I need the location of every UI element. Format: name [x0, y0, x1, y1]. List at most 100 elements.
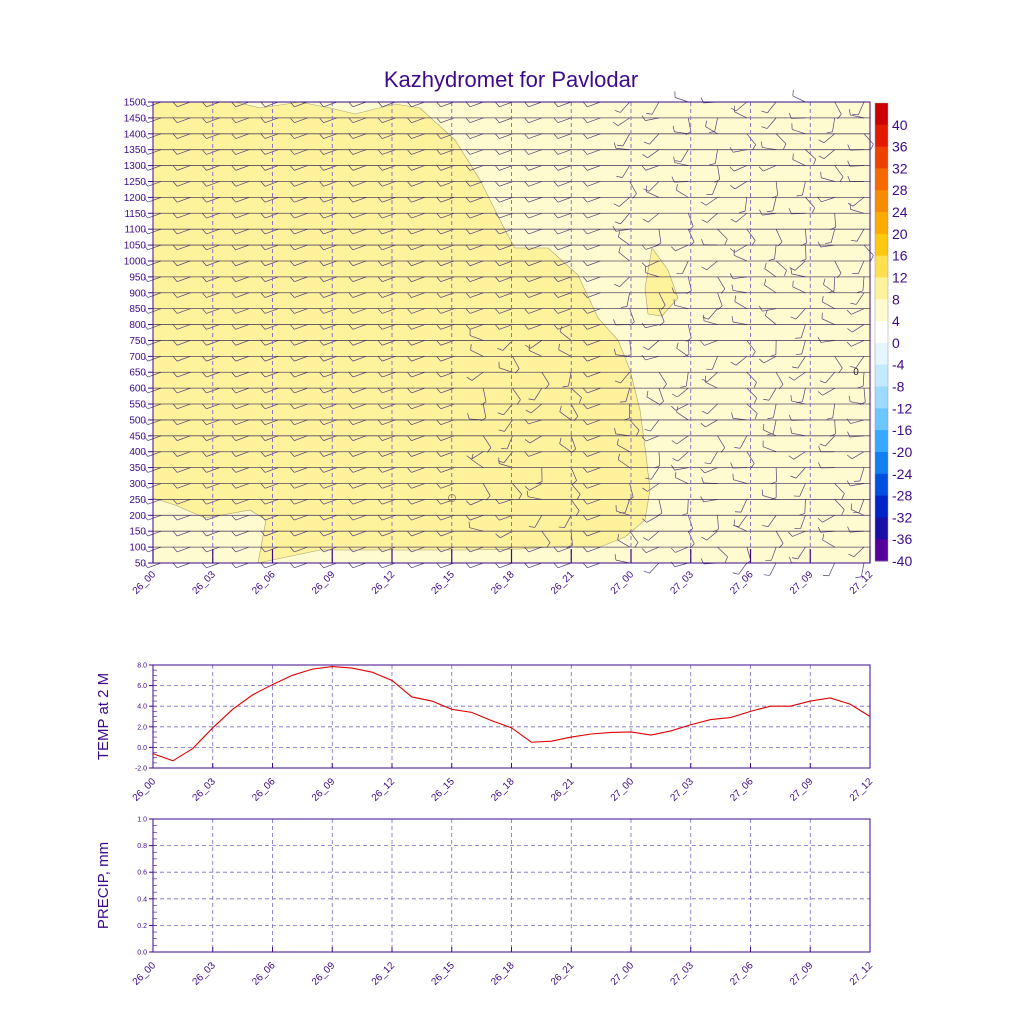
colorbar-label: -16	[892, 422, 912, 438]
wind-barb-flag	[733, 573, 739, 575]
y-tick-label: 800	[129, 320, 146, 331]
colorbar-swatch	[875, 474, 888, 496]
y-tick-label: 4.0	[137, 704, 147, 711]
y-tick-label: 650	[129, 368, 146, 379]
y-tick-label: 1500	[124, 98, 147, 109]
colorbar-label: 28	[892, 182, 908, 198]
wind-barb	[675, 563, 688, 567]
colorbar-swatch	[875, 430, 888, 452]
y-tick-label: 1150	[124, 209, 146, 220]
colorbar-label: -32	[892, 509, 912, 525]
colorbar-swatch	[875, 496, 888, 518]
chart-title: Kazhydromet for Pavlodar	[384, 67, 638, 92]
y-tick-label: 1450	[124, 113, 147, 124]
wind-barb	[793, 96, 806, 102]
colorbar-swatch	[875, 387, 888, 409]
x-tick-label: 26_18	[489, 776, 517, 804]
y-tick-label: 900	[129, 288, 146, 299]
x-tick-label: 27_12	[848, 776, 876, 804]
y-tick-label: 300	[129, 479, 146, 490]
x-tick-label: 27_06	[728, 569, 756, 597]
x-tick-label: 26_00	[131, 569, 159, 597]
x-tick-label: 26_06	[250, 776, 278, 804]
colorbar-label: 24	[892, 204, 908, 220]
y-tick-label: 850	[129, 304, 146, 315]
colorbar-label: -28	[892, 488, 912, 504]
y-tick-label: 50	[135, 559, 147, 570]
colorbar-swatch	[875, 277, 888, 299]
colorbar-label: -8	[892, 379, 905, 395]
y-tick-label: 0.0	[137, 950, 147, 957]
wind-barb	[411, 563, 424, 568]
colorbar-swatch	[875, 321, 888, 343]
colorbar-swatch	[875, 190, 888, 212]
x-tick-label: 26_09	[310, 960, 338, 988]
wind-barb	[675, 97, 688, 102]
colorbar-label: 8	[892, 291, 900, 307]
y-tick-label: 200	[129, 511, 146, 522]
x-tick-label: 27_03	[668, 776, 696, 804]
colorbar-swatch	[875, 147, 888, 169]
wind-barb-flag	[408, 563, 412, 568]
y-tick-label: 250	[129, 495, 146, 506]
x-tick-label: 26_00	[131, 776, 159, 804]
x-tick-label: 26_18	[489, 960, 517, 988]
colorbar: 4036322824201612840-4-8-12-16-20-24-28-3…	[875, 103, 912, 569]
x-tick-label: 26_12	[370, 776, 398, 804]
y-axis-label: PRECIP, mm	[95, 842, 112, 929]
y-tick-label: 0.4	[137, 896, 147, 903]
wind-barb	[470, 563, 483, 568]
y-tick-label: 1.0	[137, 817, 147, 824]
y-tick-label: 100	[129, 543, 146, 554]
colorbar-label: 12	[892, 269, 908, 285]
y-tick-label: 950	[129, 272, 146, 283]
x-tick-label: 27_00	[609, 776, 637, 804]
y-tick-label: 1200	[124, 193, 147, 204]
y-axis-label: TEMP at 2 M	[95, 673, 112, 760]
wind-barb-flag	[261, 563, 265, 568]
wind-barb	[382, 563, 395, 568]
wind-barb-flag	[203, 563, 207, 568]
wind-barb-flag	[290, 563, 294, 568]
wind-barb	[587, 563, 600, 568]
colorbar-label: -36	[892, 531, 912, 547]
y-tick-label: 600	[129, 384, 146, 395]
wind-barb-flag	[466, 563, 470, 568]
colorbar-label: 32	[892, 160, 908, 176]
y-tick-label: 400	[129, 447, 146, 458]
y-tick-label: 150	[129, 527, 146, 538]
x-tick-label: 26_15	[429, 776, 457, 804]
wind-barb	[236, 563, 249, 568]
colorbar-label: 36	[892, 139, 908, 155]
colorbar-swatch	[875, 168, 888, 190]
y-tick-label: 1350	[124, 145, 147, 156]
colorbar-label: -24	[892, 466, 912, 482]
x-tick-label: 27_00	[609, 569, 637, 597]
x-tick-label: 26_15	[429, 960, 457, 988]
wind-barb	[353, 563, 366, 568]
y-tick-label: 2.0	[137, 724, 147, 731]
colorbar-label: -40	[892, 553, 912, 569]
wind-barb-flag	[871, 255, 874, 260]
colorbar-label: 0	[892, 335, 900, 351]
wind-barb	[558, 563, 571, 568]
wind-barb	[148, 563, 161, 568]
wind-barb-flag	[437, 563, 441, 568]
colorbar-swatch	[875, 408, 888, 430]
wind-barb	[324, 563, 337, 568]
wind-barb-flag	[764, 575, 770, 576]
x-tick-label: 26_21	[549, 776, 577, 804]
y-tick-label: 0.0	[137, 745, 147, 752]
x-tick-label: 26_21	[549, 569, 577, 597]
wind-barb	[441, 563, 454, 568]
y-tick-label: 350	[129, 463, 146, 474]
colorbar-swatch	[875, 103, 888, 125]
x-tick-label: 26_09	[310, 776, 338, 804]
wind-barb-flag	[793, 90, 794, 96]
y-tick-label: 6.0	[137, 683, 147, 690]
cross-section-panel: 0150014501400135013001250120011501100105…	[124, 90, 876, 597]
wind-barb	[829, 563, 835, 576]
x-tick-label: 26_06	[250, 569, 278, 597]
x-tick-label: 26_06	[250, 960, 278, 988]
wind-barb-flag	[871, 144, 874, 149]
